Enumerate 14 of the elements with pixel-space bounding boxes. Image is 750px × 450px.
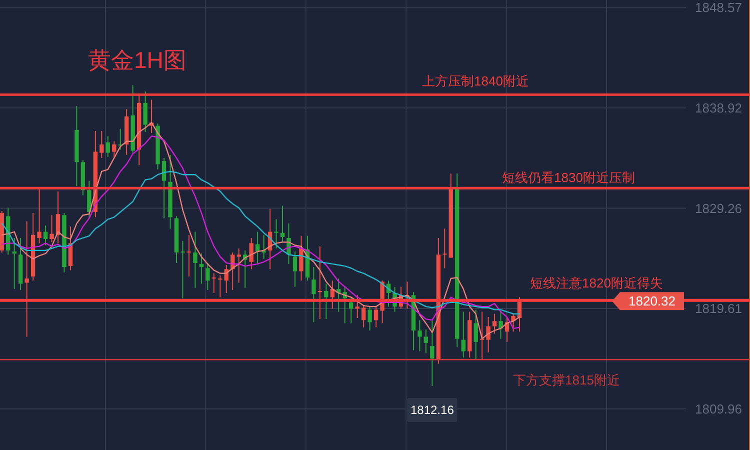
ref-line-label: 上方压制1840附近 xyxy=(422,74,529,89)
y-tick-label: 1829.26 xyxy=(695,200,742,216)
title: 黄金1H图 xyxy=(88,47,186,73)
y-tick-label: 1809.96 xyxy=(695,401,742,416)
ref-line-label: 短线注意1820附近得失 xyxy=(530,275,663,290)
annotation: 1820.32 xyxy=(628,294,676,309)
annotation: 1820.32 xyxy=(612,292,684,310)
ref-line-label: 下方支撑1815附近 xyxy=(513,372,620,388)
ref-line-label: 短线仍看1830附近压制 xyxy=(502,170,635,186)
y-tick-label: 1848.57 xyxy=(695,0,742,16)
annotation: 1812.16 xyxy=(410,402,454,417)
annotation: 1812.16 xyxy=(407,398,458,422)
y-tick-label: 1819.61 xyxy=(695,301,742,316)
y-tick-label: 1838.92 xyxy=(695,100,742,116)
